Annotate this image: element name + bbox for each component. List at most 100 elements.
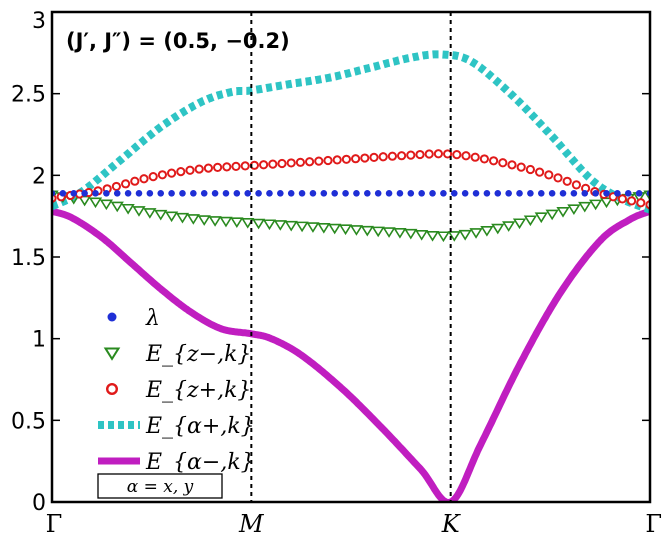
data-point [450, 190, 458, 197]
data-point [305, 157, 315, 167]
data-point [397, 151, 407, 161]
data-point [244, 190, 252, 197]
data-point [516, 162, 526, 172]
data-point [527, 190, 534, 197]
data-point [614, 190, 621, 197]
data-point [535, 167, 545, 177]
data-point [323, 155, 333, 166]
annotation: (J′, J″) = (0.5, −0.2) [66, 29, 290, 53]
series-circles [52, 149, 650, 210]
data-point [599, 197, 614, 209]
data-point [298, 190, 306, 197]
data-point [146, 190, 154, 197]
data-point [516, 190, 523, 197]
data-point [231, 161, 241, 171]
data-point [179, 190, 186, 197]
data-point [230, 217, 244, 229]
data-point [498, 158, 508, 168]
legend-item: E_{z−,k} [103, 342, 251, 367]
data-point [404, 228, 418, 240]
data-point [251, 218, 266, 230]
legend-label: E_{z−,k} [145, 342, 251, 367]
y-ticks: 0 0.5 1 1.5 2 2.5 3 [11, 9, 650, 516]
data-point [59, 190, 67, 197]
data-point [415, 149, 425, 160]
data-point [415, 230, 429, 241]
data-point [287, 190, 295, 197]
data-point [567, 204, 581, 216]
data-point [458, 229, 472, 241]
data-point [559, 190, 567, 197]
data-point [505, 190, 512, 197]
data-point [241, 218, 255, 229]
legend-item: E_{z+,k} [105, 378, 251, 403]
data-point [523, 215, 538, 227]
series-thick-line [52, 207, 650, 502]
data-point [385, 190, 393, 197]
data-point [378, 152, 388, 162]
plot-frame [50, 10, 652, 504]
data-point [208, 216, 222, 227]
data-point [483, 190, 491, 197]
legend-item: E_{α+,k} [98, 414, 255, 439]
data-point [342, 190, 349, 197]
y-tick-label: 1.5 [11, 246, 46, 271]
data-point [592, 190, 599, 197]
legend-label: E_{α+,k} [145, 414, 255, 439]
data-point [314, 156, 324, 166]
data-point [353, 190, 360, 197]
data-point [371, 226, 385, 238]
data-point [424, 149, 434, 159]
data-point [570, 190, 578, 197]
data-point [194, 164, 204, 174]
data-point [470, 152, 480, 162]
data-point [130, 176, 140, 186]
data-point [440, 190, 447, 197]
data-point [407, 190, 415, 197]
legend: λ E_{z−,k} E_{z+,k} E_{α+,k} E_{α−,k} [98, 306, 255, 475]
data-point [268, 159, 278, 169]
y-tick-label: 0 [32, 491, 46, 516]
data-point [219, 216, 233, 228]
data-point [382, 227, 396, 238]
data-point [200, 190, 208, 197]
y-tick-label: 2.5 [11, 83, 46, 108]
data-point [429, 190, 436, 197]
data-point [295, 221, 309, 233]
data-point [99, 199, 114, 211]
data-point [545, 209, 559, 221]
data-point [286, 158, 296, 168]
data-point [338, 224, 353, 236]
data-point [472, 190, 480, 197]
note-box: α = x, y [97, 473, 223, 499]
legend-label: λ [145, 306, 160, 331]
data-point [578, 201, 592, 213]
data-point [512, 218, 527, 230]
data-point [186, 214, 200, 225]
data-point [306, 222, 320, 233]
data-point [369, 152, 379, 162]
data-point [259, 160, 269, 170]
data-point [553, 173, 563, 183]
legend-label: E_{α−,k} [145, 450, 255, 475]
x-tick-label: K [441, 510, 462, 538]
data-point [70, 190, 78, 197]
data-point [132, 206, 146, 217]
data-point [452, 150, 462, 160]
series-line [52, 50, 650, 214]
data-point [351, 154, 361, 164]
data-point [534, 212, 548, 224]
data-point [537, 190, 545, 197]
data-point [81, 190, 88, 197]
data-point [507, 160, 517, 170]
data-point [320, 190, 328, 197]
data-point [461, 151, 471, 161]
data-point [139, 174, 149, 184]
data-point [364, 190, 371, 197]
data-point [121, 203, 135, 215]
data-point [277, 190, 284, 197]
data-point [406, 150, 416, 160]
legend-label: E_{z+,k} [145, 378, 251, 403]
